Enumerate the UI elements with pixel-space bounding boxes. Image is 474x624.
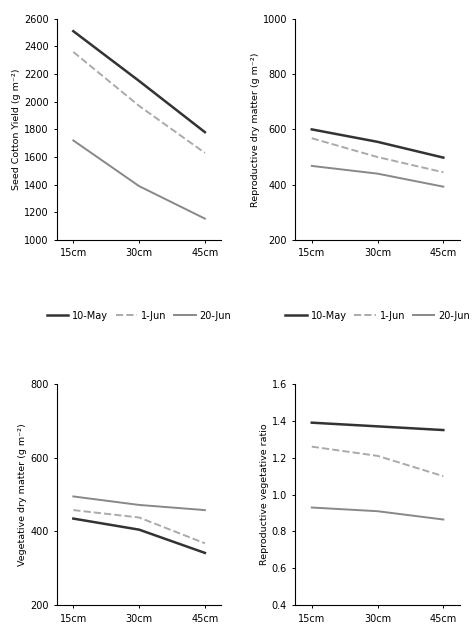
Y-axis label: Vegetative dry matter (g m⁻²): Vegetative dry matter (g m⁻²) bbox=[18, 423, 27, 566]
Legend: 10-May, 1-Jun, 20-Jun: 10-May, 1-Jun, 20-Jun bbox=[282, 307, 474, 324]
Legend: 10-May, 1-Jun, 20-Jun: 10-May, 1-Jun, 20-Jun bbox=[43, 307, 235, 324]
Y-axis label: Reproductive vegetative ratio: Reproductive vegetative ratio bbox=[260, 424, 269, 565]
Y-axis label: Seed Cotton Yield (g m⁻²): Seed Cotton Yield (g m⁻²) bbox=[12, 69, 21, 190]
Y-axis label: Reproductive dry matter (g m⁻²): Reproductive dry matter (g m⁻²) bbox=[251, 52, 260, 207]
